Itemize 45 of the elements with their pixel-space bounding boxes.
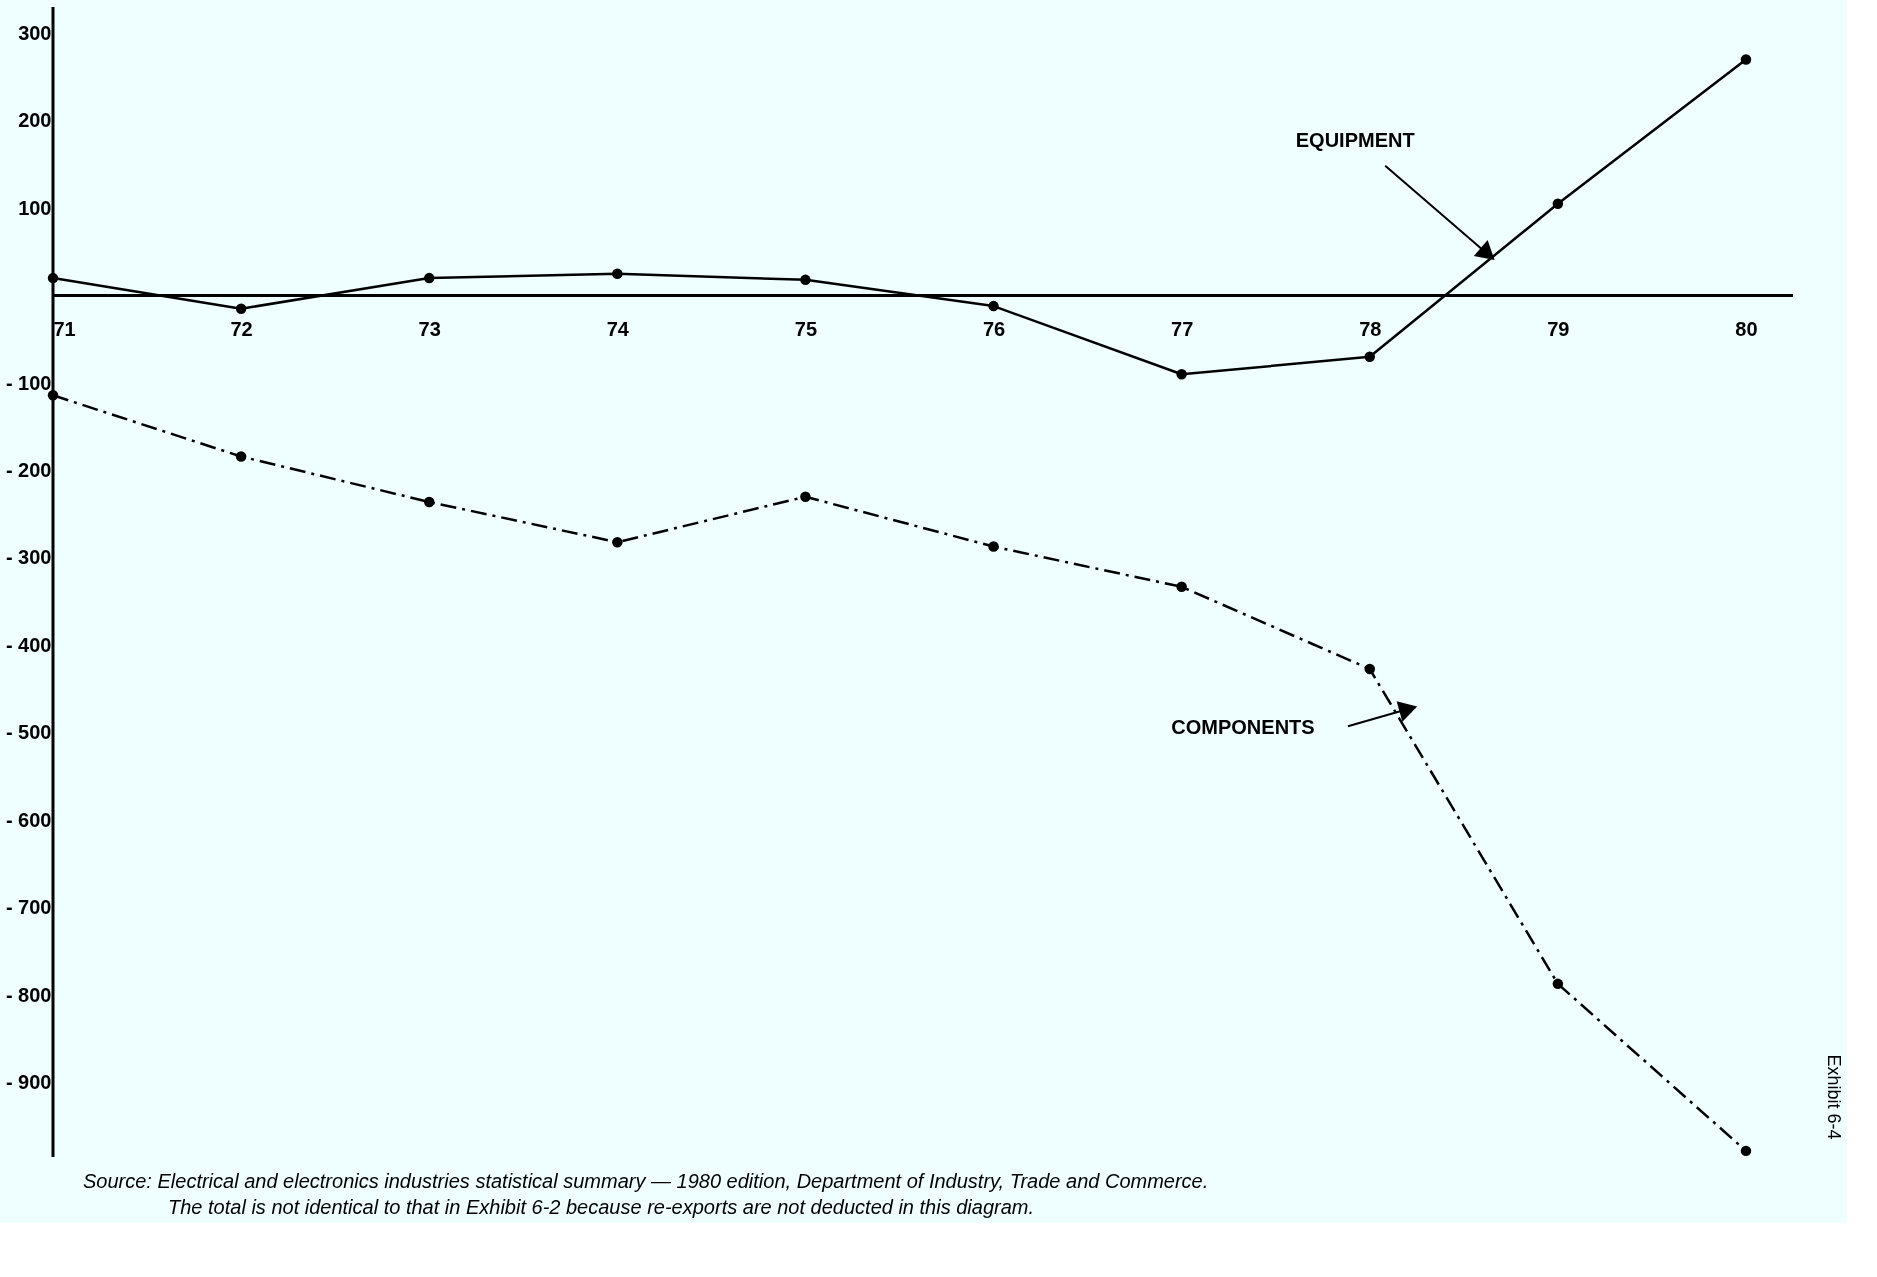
point [1364, 351, 1375, 363]
y-tick-label: - 500 [5, 721, 52, 744]
x-tick-label: 79 [1547, 318, 1570, 341]
y-tick-label: - 800 [5, 983, 52, 1006]
x-tick-label: 76 [982, 318, 1006, 341]
y-tick-label: - 900 [5, 1071, 52, 1094]
x-tick-label: 73 [418, 318, 441, 341]
y-tick-label: 300 [18, 21, 52, 44]
x-tick-label: 72 [230, 318, 253, 341]
point [1740, 1145, 1752, 1157]
y-tick-label: - 200 [5, 459, 52, 481]
point [235, 451, 247, 462]
point [1364, 663, 1375, 675]
point [988, 541, 999, 552]
y-tick-label: - 600 [5, 808, 52, 831]
text: The total is not identical to that in Exhibit 6-2 because re-exports are not deducted in this diagram. [168, 1196, 1035, 1218]
x-tick-label: 75 [794, 318, 818, 341]
x-tick-label: 80 [1735, 318, 1758, 341]
point [1552, 978, 1564, 990]
text: Exhibit 6-4 [1824, 1054, 1844, 1140]
point [1552, 198, 1564, 209]
y-tick-label: - 400 [5, 633, 52, 656]
point [612, 268, 623, 279]
source-note: Source: Electrical and electronics industries statistical summary — 1980 edition, Department of Industry, Trade and Commerce. [83, 1170, 1209, 1192]
annotation: EQUIPMENT [1295, 128, 1415, 151]
y-tick-label: 200 [18, 109, 52, 132]
point [988, 300, 999, 312]
y-tick-label: - 100 [5, 371, 52, 394]
point [612, 536, 623, 548]
annotation: COMPONENTS [1171, 716, 1315, 739]
x-tick-label: 78 [1359, 318, 1382, 341]
point [235, 303, 247, 314]
point [423, 272, 435, 284]
point [423, 496, 435, 508]
point [1176, 369, 1187, 380]
y-tick-label: 100 [18, 196, 52, 219]
y-tick-label: - 700 [5, 896, 52, 919]
point [800, 274, 811, 286]
point [1176, 581, 1187, 593]
x-tick-label: 74 [606, 318, 630, 341]
point [800, 491, 811, 502]
x-tick-label: 77 [1171, 318, 1194, 341]
y-tick-label: - 300 [5, 546, 52, 569]
x-tick-label: 71 [53, 318, 76, 341]
point [1740, 54, 1752, 65]
